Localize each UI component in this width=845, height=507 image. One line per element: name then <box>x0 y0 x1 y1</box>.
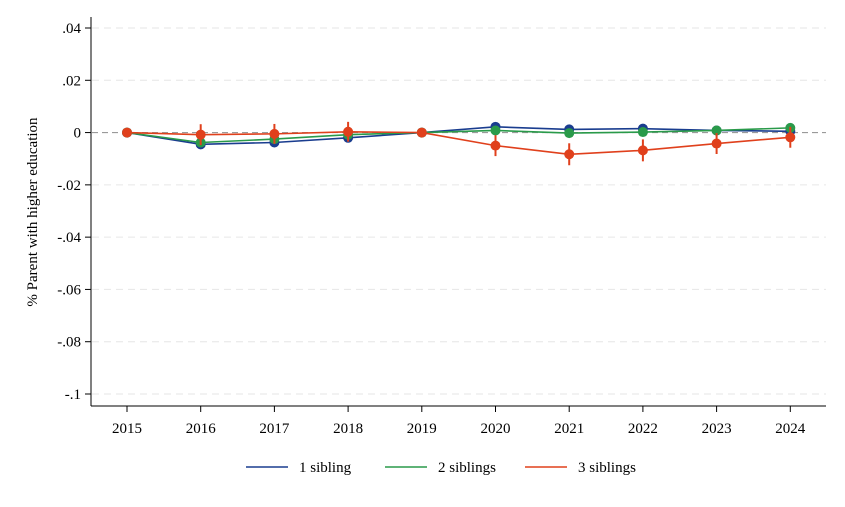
data-point <box>637 145 648 156</box>
y-tick-label: -.04 <box>57 230 81 246</box>
series-line <box>126 127 791 144</box>
x-tick-label: 2023 <box>702 421 732 437</box>
x-tick-label: 2022 <box>628 421 658 437</box>
y-tick-label: .02 <box>62 73 81 89</box>
legend-item: 1 sibling <box>246 460 352 476</box>
legend-item: 3 siblings <box>525 460 636 476</box>
y-tick-label: -.1 <box>65 387 81 403</box>
data-point <box>785 132 796 143</box>
x-tick-label: 2015 <box>112 421 142 437</box>
data-point <box>711 125 722 136</box>
legend: 1 sibling 2 siblings 3 siblings <box>246 460 636 476</box>
y-axis-label: % Parent with higher education <box>25 117 41 307</box>
legend-label: 3 siblings <box>578 460 636 476</box>
axes <box>90 17 826 407</box>
data-point <box>711 138 722 149</box>
series-3 <box>122 121 796 166</box>
data-point <box>122 127 132 138</box>
data-point <box>490 125 501 136</box>
x-tick-label: 2016 <box>186 421 217 437</box>
grid-lines <box>92 27 826 395</box>
data-point <box>564 128 575 139</box>
series-group <box>122 121 796 166</box>
data-point <box>637 127 648 138</box>
y-tick-label: -.02 <box>57 178 81 194</box>
y-tick-label: -.08 <box>57 335 81 351</box>
x-tick-label: 2021 <box>554 421 584 437</box>
data-point <box>343 126 354 137</box>
legend-item: 2 siblings <box>385 460 496 476</box>
x-tick-label: 2024 <box>775 421 806 437</box>
data-point <box>490 140 501 151</box>
x-tick-label: 2019 <box>407 421 437 437</box>
x-axis-ticks: 2015 2016 2017 2018 2019 2020 2021 2022 2023 2024 <box>112 406 806 437</box>
data-point <box>195 129 206 140</box>
y-tick-label: .04 <box>62 21 81 37</box>
x-tick-label: 2018 <box>333 421 363 437</box>
legend-label: 2 siblings <box>438 460 496 476</box>
series-line <box>126 126 791 146</box>
x-tick-label: 2017 <box>259 421 290 437</box>
data-point <box>416 127 427 138</box>
y-tick-label: 0 <box>74 126 82 142</box>
series-line <box>126 130 791 156</box>
y-axis-ticks: .04 .02 0 -.02 -.04 -.06 -.08 -.1 <box>57 21 91 403</box>
data-point <box>269 128 280 139</box>
data-point <box>564 149 575 160</box>
x-tick-label: 2020 <box>481 421 511 437</box>
y-tick-label: -.06 <box>57 282 81 298</box>
legend-label: 1 sibling <box>299 460 352 476</box>
